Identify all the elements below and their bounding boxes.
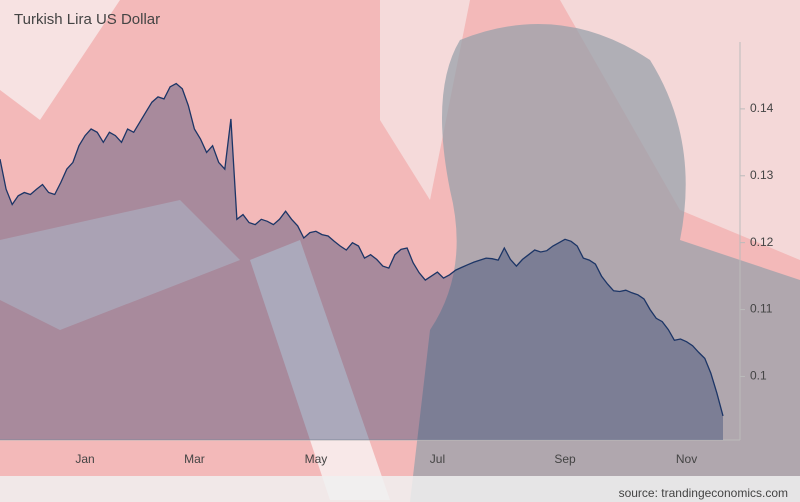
y-tick-label: 0.12: [750, 235, 774, 249]
y-tick-label: 0.1: [750, 369, 767, 383]
chart-title: Turkish Lira US Dollar: [14, 11, 160, 28]
source: source: trandingeconomics.com: [619, 486, 788, 500]
flag-white-2: [380, 0, 470, 200]
x-tick-label: Sep: [554, 452, 576, 466]
flag-stripe: [250, 240, 390, 500]
x-tick-label: Mar: [184, 452, 205, 466]
y-tick-label: 0.14: [750, 101, 774, 115]
flag-star: [0, 200, 240, 330]
x-tick-label: Nov: [676, 452, 697, 466]
flag-white: [0, 0, 120, 120]
y-tick-label: 0.13: [750, 168, 774, 182]
area: [0, 83, 723, 440]
y-tick-label: 0.11: [750, 302, 773, 316]
x-tick-label: Jul: [430, 452, 445, 466]
footer-band: [0, 476, 800, 502]
line: [0, 82, 724, 417]
person: [410, 24, 800, 502]
x-tick-label: May: [305, 452, 328, 466]
x-tick-label: Jan: [75, 452, 94, 466]
